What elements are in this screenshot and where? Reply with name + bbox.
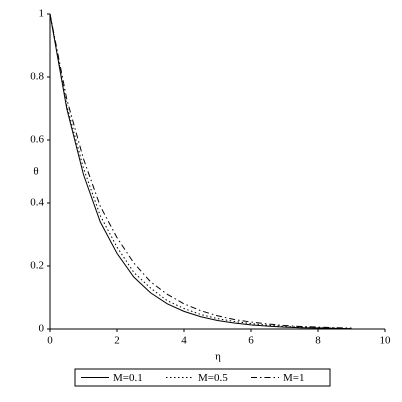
x-tick-label: 2 (114, 335, 120, 347)
legend-box (74, 368, 331, 387)
y-axis-label: θ (33, 166, 38, 178)
x-tick-label: 0 (47, 335, 53, 347)
x-tick-label: 10 (380, 335, 392, 347)
y-tick-label: 0.2 (30, 260, 44, 272)
series-line (49, 13, 352, 329)
legend-label: M=0.5 (198, 372, 228, 384)
y-tick-label: 0.6 (30, 134, 44, 146)
x-axis-label: η (215, 351, 221, 363)
y-tick-label: 0.8 (30, 71, 44, 83)
y-tick-label: 0 (39, 323, 45, 335)
series-line (49, 13, 352, 330)
x-tick-label: 4 (181, 335, 187, 347)
series-line (49, 13, 352, 329)
x-tick-label: 6 (248, 335, 254, 347)
y-tick-label: 1 (39, 8, 45, 20)
y-tick-label: 0.4 (30, 197, 44, 209)
legend-label: M=1 (283, 372, 304, 384)
x-tick-label: 8 (315, 335, 321, 347)
legend-label: M=0.1 (113, 372, 143, 384)
